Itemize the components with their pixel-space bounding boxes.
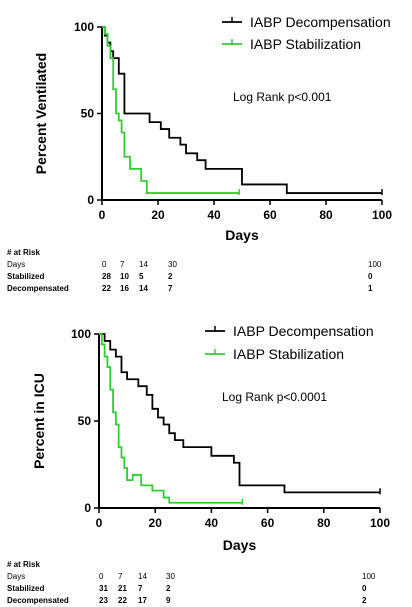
- series-line-decompensation: [99, 333, 380, 494]
- x-tick-label: 40: [207, 208, 221, 222]
- risk-day-column: 30: [166, 572, 175, 581]
- x-tick-label: 80: [319, 208, 333, 222]
- x-tick-label: 60: [263, 208, 277, 222]
- risk-count: 7: [138, 584, 143, 593]
- x-tick-label: 100: [370, 516, 390, 530]
- x-axis-label: Days: [225, 227, 259, 243]
- x-tick-label: 40: [205, 516, 219, 530]
- risk-table-title: # at Risk: [7, 560, 40, 569]
- risk-day-column: 14: [138, 572, 147, 581]
- risk-row-label: Decompensated: [7, 596, 69, 605]
- x-tick-label: 100: [372, 208, 392, 222]
- y-tick-label: 100: [74, 20, 94, 34]
- risk-count: 5: [139, 272, 144, 281]
- log-rank-annotation: Log Rank p<0.0001: [222, 390, 327, 404]
- risk-count: 28: [102, 272, 111, 281]
- risk-count: 14: [139, 284, 148, 293]
- risk-count: 2: [362, 596, 367, 605]
- x-axis-label: Days: [223, 537, 257, 553]
- x-tick-label: 20: [149, 516, 163, 530]
- risk-day-column: 0: [99, 572, 104, 581]
- y-tick-label: 50: [81, 107, 95, 121]
- legend-entry: IABP Decompensation: [250, 14, 391, 30]
- risk-count: 23: [99, 596, 108, 605]
- y-axis-label: Percent Ventilated: [33, 53, 49, 174]
- y-tick-label: 0: [84, 501, 91, 515]
- risk-count: 21: [118, 584, 127, 593]
- risk-day-column: 30: [168, 260, 177, 269]
- y-tick-label: 100: [71, 327, 91, 341]
- legend-entry: IABP Stabilization: [250, 36, 361, 52]
- x-tick-label: 0: [99, 208, 106, 222]
- risk-row-label: Decompensated: [7, 284, 69, 293]
- risk-count: 2: [166, 584, 171, 593]
- risk-day-column: 0: [102, 260, 107, 269]
- risk-table-1: # at Risk Days 0 7 14 30 100 Stabilized 28 10 5 2 0 D…: [0, 247, 412, 295]
- risk-day-column: 100: [368, 260, 382, 269]
- series-line-stabilization: [102, 26, 240, 194]
- risk-table-title: # at Risk: [7, 248, 40, 257]
- x-tick-label: 80: [317, 516, 331, 530]
- y-tick-label: 50: [78, 414, 92, 428]
- risk-count: 17: [138, 596, 147, 605]
- x-tick-label: 60: [261, 516, 275, 530]
- chart-2: 0 20 40 60 80 100 0 50 100 Days Percent in ICU IABP…: [31, 323, 390, 553]
- x-tick-label: 20: [151, 208, 165, 222]
- x-tick-label: 0: [96, 516, 103, 530]
- risk-count: 1: [368, 284, 373, 293]
- risk-day-column: 7: [120, 260, 125, 269]
- risk-header-label: Days: [7, 260, 26, 269]
- risk-count: 31: [99, 584, 108, 593]
- risk-row-label: Stabilized: [7, 584, 45, 593]
- risk-count: 0: [362, 584, 367, 593]
- risk-count: 0: [368, 272, 373, 281]
- risk-count: 22: [102, 284, 111, 293]
- risk-day-column: 100: [362, 572, 376, 581]
- risk-count: 7: [168, 284, 173, 293]
- risk-header-label: Days: [7, 572, 26, 581]
- risk-count: 10: [120, 272, 129, 281]
- risk-count: 16: [120, 284, 129, 293]
- series-line-stabilization: [99, 333, 243, 504]
- legend-entry: IABP Decompensation: [233, 323, 374, 339]
- risk-count: 2: [168, 272, 173, 281]
- risk-count: 9: [166, 596, 171, 605]
- log-rank-annotation: Log Rank p<0.001: [233, 90, 332, 104]
- y-axis-label: Percent in ICU: [31, 373, 47, 469]
- chart-1: 0 20 40 60 80 100 0 50 100 Days Percent Ventilated…: [33, 14, 392, 243]
- risk-day-column: 7: [118, 572, 123, 581]
- legend-entry: IABP Stabilization: [233, 346, 344, 362]
- risk-row-label: Stabilized: [7, 272, 45, 281]
- y-tick-label: 0: [87, 193, 94, 207]
- risk-count: 22: [118, 596, 127, 605]
- risk-day-column: 14: [139, 260, 148, 269]
